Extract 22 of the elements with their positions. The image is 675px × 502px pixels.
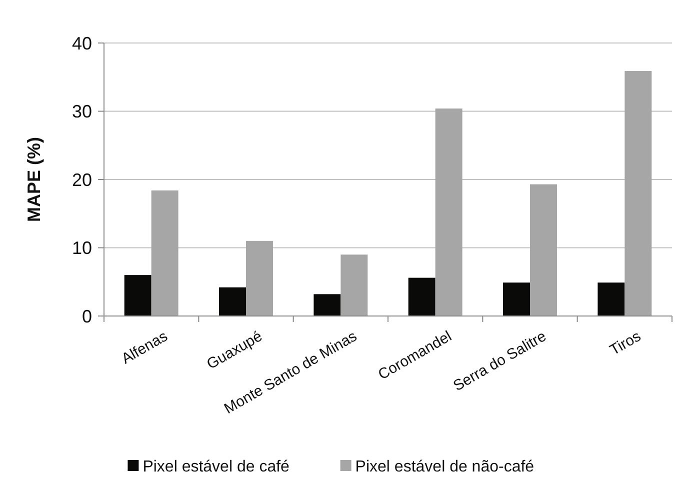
legend-label: Pixel estável de não-café [355,458,534,476]
x-tick-label: Serra do Salitre [450,328,550,395]
y-tick-label: 40 [72,33,92,54]
legend-label: Pixel estável de café [142,458,290,476]
bar [408,278,436,316]
bar [314,294,341,316]
y-tick-label: 10 [72,238,92,258]
bar [219,287,246,316]
y-tick-label: 30 [72,102,92,122]
bar [435,108,462,316]
bar [246,240,273,316]
bar [503,282,530,316]
bar [530,184,557,316]
bar [124,275,152,316]
bar [598,282,625,316]
bar [340,254,368,316]
y-tick-label: 0 [82,306,92,326]
x-tick-label: Tiros [607,328,644,359]
y-tick-label: 20 [72,170,92,190]
y-axis-title: MAPE (%) [24,136,44,222]
bar [624,70,652,316]
bar [151,190,178,316]
